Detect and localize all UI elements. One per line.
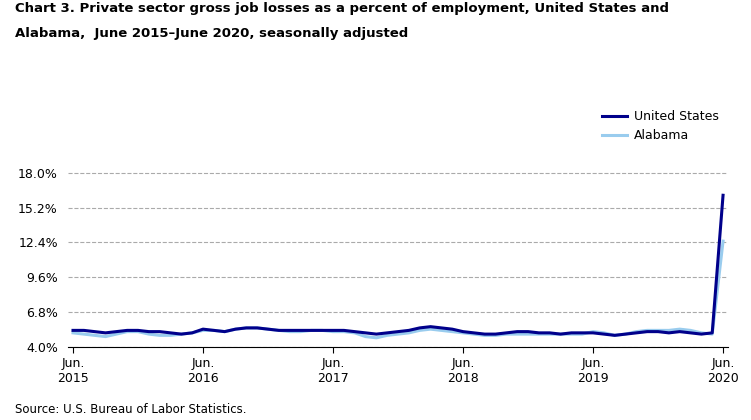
Text: Chart 3. Private sector gross job losses as a percent of employment, United Stat: Chart 3. Private sector gross job losses… [15,2,669,15]
Text: Source: U.S. Bureau of Labor Statistics.: Source: U.S. Bureau of Labor Statistics. [15,403,246,416]
Legend: United States, Alabama: United States, Alabama [599,106,722,146]
Text: Alabama,  June 2015–June 2020, seasonally adjusted: Alabama, June 2015–June 2020, seasonally… [15,27,409,40]
